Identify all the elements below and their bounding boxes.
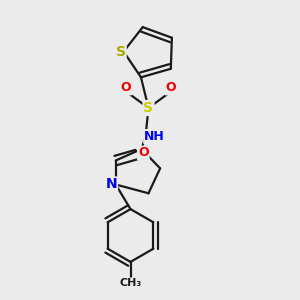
Text: O: O: [166, 81, 176, 94]
Text: N: N: [105, 178, 117, 191]
Text: O: O: [138, 146, 148, 160]
Text: O: O: [121, 81, 131, 94]
Text: CH₃: CH₃: [119, 278, 142, 289]
Text: S: S: [116, 45, 126, 58]
Text: NH: NH: [144, 130, 165, 143]
Text: S: S: [143, 101, 154, 115]
